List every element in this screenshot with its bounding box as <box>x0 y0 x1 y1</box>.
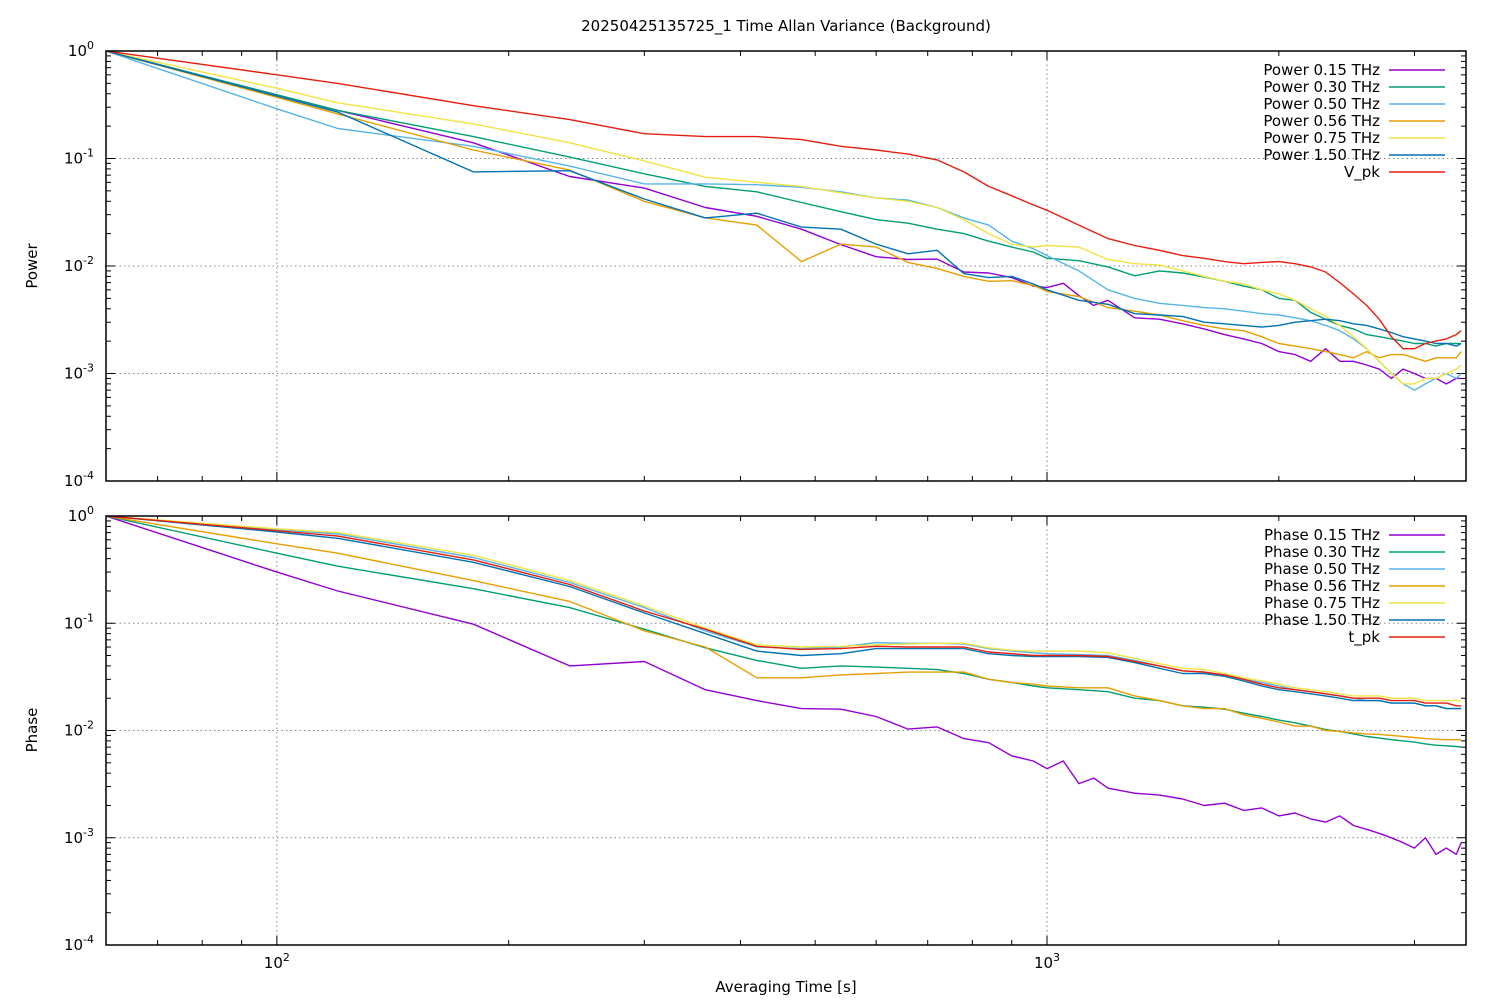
series-line-power-1-50-thz <box>106 51 1462 347</box>
legend-label: Phase 1.50 THz <box>1264 611 1380 629</box>
legend-item: Phase 0.75 THz <box>1264 594 1445 612</box>
series-group <box>106 516 1462 856</box>
plot-frame <box>105 50 1467 482</box>
legend-label: Phase 0.30 THz <box>1264 543 1380 561</box>
y-tick-label: 10-3 <box>64 826 94 847</box>
legend-label: Power 0.75 THz <box>1263 129 1380 147</box>
legend-label: Power 0.50 THz <box>1263 95 1380 113</box>
legend-item: Phase 0.30 THz <box>1264 543 1445 561</box>
legend-label: t_pk <box>1348 628 1380 647</box>
legend-label: Phase 0.50 THz <box>1264 560 1380 578</box>
y-tick-label: 10-2 <box>64 254 94 275</box>
y-axis-label: Power <box>23 242 41 288</box>
series-line-power-0-56-thz <box>106 51 1462 362</box>
legend-item: Power 1.50 THz <box>1263 146 1445 164</box>
legend-item: Phase 0.50 THz <box>1264 560 1445 578</box>
series-line-phase-0-75-thz <box>106 516 1462 702</box>
series-line-phase-0-56-thz <box>106 516 1462 741</box>
y-tick-label: 10-4 <box>64 469 94 490</box>
series-line-power-0-15-thz <box>106 51 1462 385</box>
x-axis-label: Averaging Time [s] <box>715 978 856 996</box>
y-tick-label: 10-3 <box>64 362 94 383</box>
legend-label: Power 0.56 THz <box>1263 112 1380 130</box>
y-tick-label: 100 <box>68 39 94 60</box>
legend-label: Power 1.50 THz <box>1263 146 1380 164</box>
series-line-phase-0-15-thz <box>106 516 1462 856</box>
legend-item: Power 0.56 THz <box>1263 112 1445 130</box>
legend-label: Phase 0.56 THz <box>1264 577 1380 595</box>
x-tick-label: 103 <box>1034 951 1060 972</box>
legend-item: Power 0.50 THz <box>1263 95 1445 113</box>
x-tick-label: 102 <box>264 951 290 972</box>
legend-item: t_pk <box>1348 628 1445 647</box>
legend-label: Phase 0.75 THz <box>1264 594 1380 612</box>
legend-item: Power 0.75 THz <box>1263 129 1445 147</box>
series-line-power-0-30-thz <box>106 51 1462 347</box>
legend-item: Phase 0.56 THz <box>1264 577 1445 595</box>
legend-label: Phase 0.15 THz <box>1264 526 1380 544</box>
phase-panel: 100 10-1 10-2 10-3 10-4 102 103 Phase Phase 0.15… <box>23 504 1467 972</box>
series-line-phase-1-50-thz <box>106 516 1462 710</box>
series-line-phase-0-30-thz <box>106 516 1462 748</box>
chart-title: 20250425135725_1 Time Allan Variance (Ba… <box>581 17 991 36</box>
series-group <box>106 51 1462 391</box>
legend-label: Power 0.30 THz <box>1263 78 1380 96</box>
legend-label: Power 0.15 THz <box>1263 61 1380 79</box>
y-tick-label: 10-1 <box>64 611 94 632</box>
series-line-power-0-50-thz <box>106 51 1462 391</box>
series-line-v-pk <box>106 51 1462 350</box>
series-line-t-pk <box>106 516 1462 707</box>
y-tick-label: 10-1 <box>64 147 94 168</box>
series-line-power-0-75-thz <box>106 51 1462 385</box>
legend-item: Phase 1.50 THz <box>1264 611 1445 629</box>
y-axis-label: Phase <box>23 708 41 753</box>
y-tick-label: 10-2 <box>64 719 94 740</box>
y-tick-label: 10-4 <box>64 933 94 954</box>
legend-item: Power 0.30 THz <box>1263 78 1445 96</box>
plot-frame <box>105 515 1467 946</box>
legend-item: Power 0.15 THz <box>1263 61 1445 79</box>
legend-label: V_pk <box>1344 163 1380 182</box>
y-tick-label: 100 <box>68 504 94 525</box>
legend-item: Phase 0.15 THz <box>1264 526 1445 544</box>
legend-item: V_pk <box>1344 163 1445 182</box>
